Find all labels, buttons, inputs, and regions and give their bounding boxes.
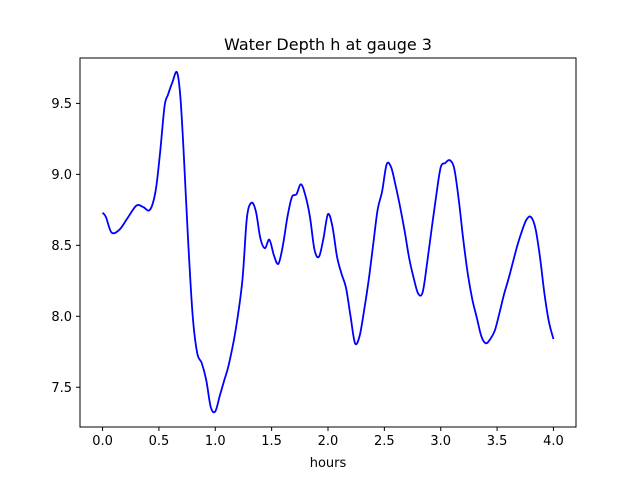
x-tick-label: 0.0 bbox=[92, 434, 113, 449]
plot-frame bbox=[79, 57, 577, 428]
series-line bbox=[101, 70, 555, 414]
x-tick-label: 4.0 bbox=[543, 434, 564, 449]
y-tick-label: 9.5 bbox=[51, 97, 72, 112]
x-tick-label: 1.0 bbox=[205, 434, 226, 449]
x-tick-label: 1.5 bbox=[261, 434, 282, 449]
x-tick-label: 0.5 bbox=[149, 434, 170, 449]
y-tick-label: 7.5 bbox=[51, 381, 72, 396]
x-tick-label: 2.5 bbox=[374, 434, 395, 449]
x-tick-label: 3.0 bbox=[430, 434, 451, 449]
y-tick-label: 8.0 bbox=[51, 310, 72, 325]
chart-title: Water Depth h at gauge 3 bbox=[224, 35, 432, 54]
x-tick-label: 2.0 bbox=[318, 434, 339, 449]
y-tick-label: 9.0 bbox=[51, 168, 72, 183]
x-tick-label: 3.5 bbox=[487, 434, 508, 449]
plot-area: 0.0 0.5 1.0 1.5 2.0 2.5 3.0 3.5 4.0 7.5 8.0 8.5 9.0 9… bbox=[51, 57, 577, 449]
x-axis-title: hours bbox=[310, 456, 347, 471]
y-tick-label: 8.5 bbox=[51, 239, 72, 254]
